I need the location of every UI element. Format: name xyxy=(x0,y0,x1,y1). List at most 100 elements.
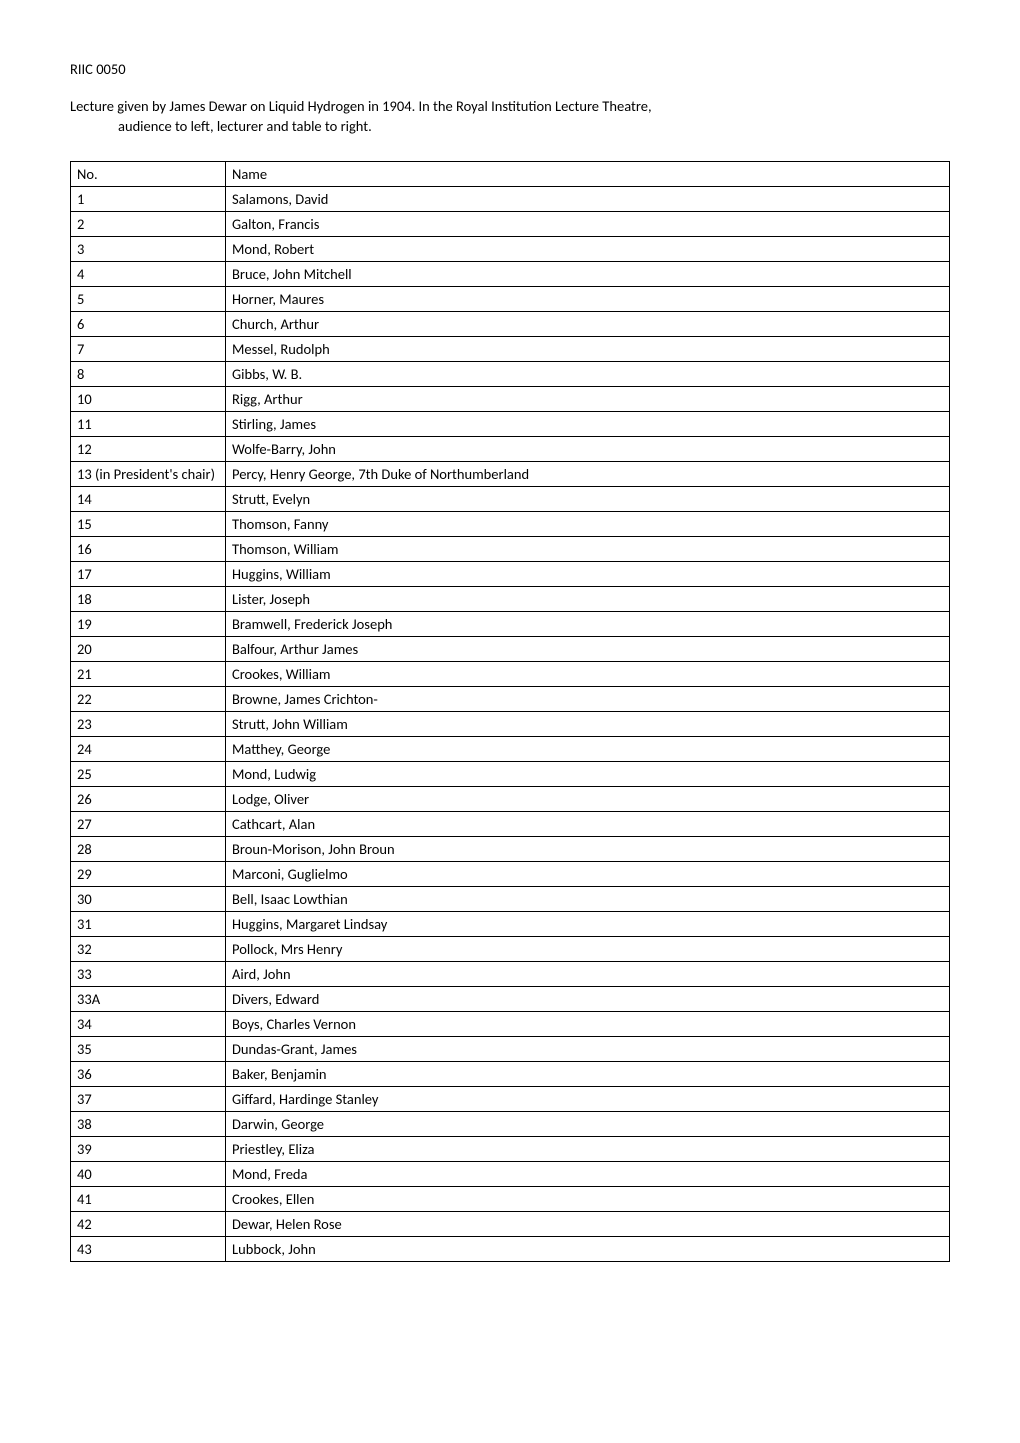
cell-name: Mond, Robert xyxy=(226,236,950,261)
table-row: 39Priestley, Eliza xyxy=(71,1136,950,1161)
table-row: 36Baker, Benjamin xyxy=(71,1061,950,1086)
cell-no: 38 xyxy=(71,1111,226,1136)
cell-no: 26 xyxy=(71,786,226,811)
cell-no: 39 xyxy=(71,1136,226,1161)
cell-name: Dewar, Helen Rose xyxy=(226,1211,950,1236)
table-row: 33ADivers, Edward xyxy=(71,986,950,1011)
description-line-1: Lecture given by James Dewar on Liquid H… xyxy=(70,96,950,116)
cell-no: 1 xyxy=(71,186,226,211)
table-row: 10Rigg, Arthur xyxy=(71,386,950,411)
table-row: 43Lubbock, John xyxy=(71,1236,950,1261)
cell-no: 18 xyxy=(71,586,226,611)
table-row: 23Strutt, John William xyxy=(71,711,950,736)
table-row: 40Mond, Freda xyxy=(71,1161,950,1186)
cell-no: 28 xyxy=(71,836,226,861)
table-row: 20Balfour, Arthur James xyxy=(71,636,950,661)
column-header-name: Name xyxy=(226,161,950,186)
cell-name: Balfour, Arthur James xyxy=(226,636,950,661)
cell-name: Cathcart, Alan xyxy=(226,811,950,836)
cell-no: 29 xyxy=(71,861,226,886)
cell-name: Mond, Freda xyxy=(226,1161,950,1186)
cell-name: Stirling, James xyxy=(226,411,950,436)
cell-no: 5 xyxy=(71,286,226,311)
table-row: 37Giffard, Hardinge Stanley xyxy=(71,1086,950,1111)
cell-no: 2 xyxy=(71,211,226,236)
cell-name: Crookes, William xyxy=(226,661,950,686)
table-row: 14Strutt, Evelyn xyxy=(71,486,950,511)
cell-no: 13 (in President's chair) xyxy=(71,461,226,486)
cell-no: 19 xyxy=(71,611,226,636)
cell-no: 14 xyxy=(71,486,226,511)
table-row: 30Bell, Isaac Lowthian xyxy=(71,886,950,911)
table-row: 42Dewar, Helen Rose xyxy=(71,1211,950,1236)
cell-no: 17 xyxy=(71,561,226,586)
cell-name: Horner, Maures xyxy=(226,286,950,311)
cell-name: Bell, Isaac Lowthian xyxy=(226,886,950,911)
cell-name: Wolfe-Barry, John xyxy=(226,436,950,461)
cell-name: Darwin, George xyxy=(226,1111,950,1136)
cell-no: 22 xyxy=(71,686,226,711)
cell-no: 12 xyxy=(71,436,226,461)
cell-name: Baker, Benjamin xyxy=(226,1061,950,1086)
table-row: 38Darwin, George xyxy=(71,1111,950,1136)
cell-no: 21 xyxy=(71,661,226,686)
cell-no: 33A xyxy=(71,986,226,1011)
cell-name: Huggins, William xyxy=(226,561,950,586)
cell-name: Galton, Francis xyxy=(226,211,950,236)
reference-id: RIIC 0050 xyxy=(70,60,950,78)
cell-name: Lister, Joseph xyxy=(226,586,950,611)
table-row: 13 (in President's chair)Percy, Henry Ge… xyxy=(71,461,950,486)
document-header: RIIC 0050 Lecture given by James Dewar o… xyxy=(70,60,950,137)
cell-no: 4 xyxy=(71,261,226,286)
cell-name: Dundas-Grant, James xyxy=(226,1036,950,1061)
cell-no: 37 xyxy=(71,1086,226,1111)
cell-name: Boys, Charles Vernon xyxy=(226,1011,950,1036)
table-row: 18Lister, Joseph xyxy=(71,586,950,611)
table-row: 15Thomson, Fanny xyxy=(71,511,950,536)
description-line-2: audience to left, lecturer and table to … xyxy=(70,116,950,136)
cell-name: Divers, Edward xyxy=(226,986,950,1011)
cell-name: Strutt, Evelyn xyxy=(226,486,950,511)
cell-no: 15 xyxy=(71,511,226,536)
cell-name: Salamons, David xyxy=(226,186,950,211)
table-row: 2Galton, Francis xyxy=(71,211,950,236)
table-row: 32Pollock, Mrs Henry xyxy=(71,936,950,961)
cell-no: 43 xyxy=(71,1236,226,1261)
table-row: 6Church, Arthur xyxy=(71,311,950,336)
table-row: 19Bramwell, Frederick Joseph xyxy=(71,611,950,636)
cell-no: 32 xyxy=(71,936,226,961)
cell-no: 35 xyxy=(71,1036,226,1061)
table-row: 35Dundas-Grant, James xyxy=(71,1036,950,1061)
cell-no: 36 xyxy=(71,1061,226,1086)
table-row: 4Bruce, John Mitchell xyxy=(71,261,950,286)
table-row: 33Aird, John xyxy=(71,961,950,986)
table-row: 21Crookes, William xyxy=(71,661,950,686)
cell-name: Lodge, Oliver xyxy=(226,786,950,811)
cell-name: Bruce, John Mitchell xyxy=(226,261,950,286)
table-row: 26Lodge, Oliver xyxy=(71,786,950,811)
cell-no: 34 xyxy=(71,1011,226,1036)
table-row: 1Salamons, David xyxy=(71,186,950,211)
names-table: No. Name 1Salamons, David2Galton, Franci… xyxy=(70,161,950,1262)
table-row: 24Matthey, George xyxy=(71,736,950,761)
table-row: 41Crookes, Ellen xyxy=(71,1186,950,1211)
cell-no: 25 xyxy=(71,761,226,786)
cell-name: Lubbock, John xyxy=(226,1236,950,1261)
cell-no: 31 xyxy=(71,911,226,936)
table-row: 22Browne, James Crichton- xyxy=(71,686,950,711)
cell-name: Aird, John xyxy=(226,961,950,986)
cell-name: Church, Arthur xyxy=(226,311,950,336)
cell-no: 20 xyxy=(71,636,226,661)
table-row: 25Mond, Ludwig xyxy=(71,761,950,786)
cell-no: 11 xyxy=(71,411,226,436)
table-row: 7Messel, Rudolph xyxy=(71,336,950,361)
cell-name: Bramwell, Frederick Joseph xyxy=(226,611,950,636)
cell-no: 30 xyxy=(71,886,226,911)
cell-name: Messel, Rudolph xyxy=(226,336,950,361)
cell-no: 10 xyxy=(71,386,226,411)
cell-no: 16 xyxy=(71,536,226,561)
cell-name: Gibbs, W. B. xyxy=(226,361,950,386)
cell-name: Thomson, William xyxy=(226,536,950,561)
cell-no: 7 xyxy=(71,336,226,361)
cell-no: 27 xyxy=(71,811,226,836)
